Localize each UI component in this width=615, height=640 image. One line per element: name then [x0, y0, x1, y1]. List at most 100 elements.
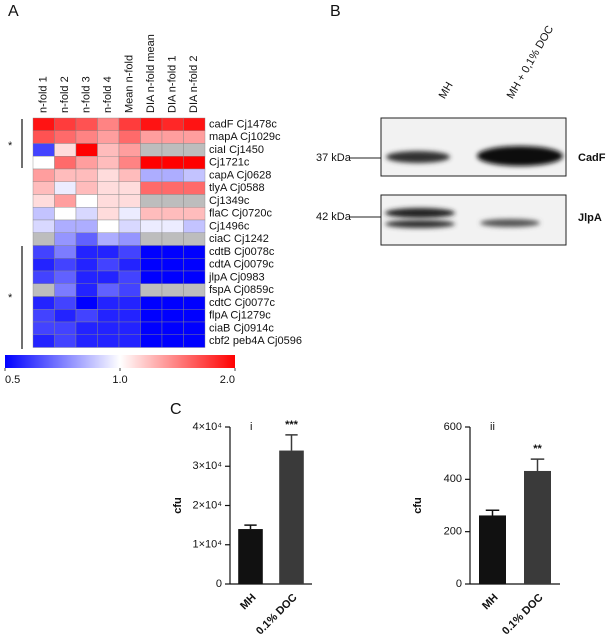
cell: [32, 207, 55, 221]
row-label: cdtC Cj0077c: [209, 297, 276, 309]
x-tick-label: 0.1% DOC: [254, 592, 300, 638]
cell: [54, 296, 77, 310]
cell: [97, 143, 120, 157]
cell: [183, 181, 206, 195]
band: [385, 208, 455, 218]
cell: [97, 232, 120, 246]
cell: [161, 181, 184, 195]
cell: [54, 207, 77, 221]
cell: [32, 283, 55, 297]
cell: [118, 283, 141, 297]
cell: [97, 296, 120, 310]
y-tick-label: 3×10⁴: [192, 460, 222, 472]
row-label: mapA Cj1029c: [209, 131, 281, 143]
cell: [75, 130, 98, 144]
row-label: cadF Cj1478c: [209, 118, 277, 130]
cell: [140, 296, 163, 310]
marker-label: 42 kDa: [316, 211, 352, 223]
row-label: jlpA Cj0983: [208, 271, 265, 283]
colorbar-tick-label: 2.0: [220, 374, 235, 386]
cell: [140, 181, 163, 195]
column-label: n-fold 2: [59, 76, 71, 113]
cell: [161, 283, 184, 297]
cell: [118, 270, 141, 284]
row-label: tlyA Cj0588: [209, 182, 265, 194]
y-axis-label: cfu: [172, 497, 184, 514]
bar: [524, 470, 551, 584]
cell: [54, 117, 77, 131]
cell: [97, 270, 120, 284]
cell: [118, 334, 141, 348]
cell: [97, 168, 120, 182]
column-label: n-fold 1: [38, 76, 50, 113]
cell: [75, 321, 98, 335]
cell: [75, 219, 98, 233]
cell: [161, 245, 184, 259]
panel-label: A: [8, 3, 19, 20]
cell: [32, 219, 55, 233]
cell: [97, 194, 120, 208]
cell: [54, 168, 77, 182]
significance: ***: [285, 419, 299, 431]
y-tick-label: 0: [456, 578, 462, 590]
cell: [183, 334, 206, 348]
cell: [97, 156, 120, 170]
cell: [183, 219, 206, 233]
cell: [161, 258, 184, 272]
cell: [183, 270, 206, 284]
error-bar: [530, 458, 545, 471]
colorbar-tick-label: 0.5: [5, 374, 20, 386]
cell: [183, 245, 206, 259]
cell: [54, 245, 77, 259]
cell: [97, 258, 120, 272]
cell: [32, 296, 55, 310]
row-label: Cj1349c: [209, 195, 250, 207]
cell: [32, 194, 55, 208]
colorbar: [5, 355, 235, 368]
cell: [32, 168, 55, 182]
cell: [75, 156, 98, 170]
cell: [118, 245, 141, 259]
x-tick-label: MH: [480, 592, 501, 613]
cell: [118, 181, 141, 195]
cell: [97, 309, 120, 323]
y-tick-label: 2×10⁴: [192, 499, 222, 511]
panel-label: B: [330, 3, 341, 20]
y-tick-label: 4×10⁴: [192, 421, 222, 433]
bar: [238, 529, 263, 584]
row-label: capA Cj0628: [209, 169, 271, 181]
band: [385, 220, 455, 228]
cell: [32, 245, 55, 259]
column-label: Mean n-fold: [124, 55, 136, 113]
row-label: flaC Cj0720c: [209, 208, 272, 220]
cell: [97, 334, 120, 348]
y-axis-label: cfu: [412, 497, 424, 514]
cell: [75, 168, 98, 182]
cell: [140, 143, 163, 157]
cell: [161, 321, 184, 335]
cell: [97, 130, 120, 144]
cell: [118, 143, 141, 157]
cell: [118, 207, 141, 221]
band: [480, 219, 540, 227]
row-label: Cj1496c: [209, 220, 250, 232]
cell: [32, 309, 55, 323]
cell: [97, 321, 120, 335]
x-tick-label: 0.1% DOC: [500, 592, 546, 638]
cell: [118, 321, 141, 335]
cell: [54, 232, 77, 246]
significance: **: [533, 443, 542, 455]
cell: [75, 232, 98, 246]
cell: [183, 283, 206, 297]
cell: [32, 130, 55, 144]
cell: [161, 130, 184, 144]
y-tick-label: 600: [444, 421, 462, 433]
cell: [75, 309, 98, 323]
cell: [75, 283, 98, 297]
y-tick-label: 400: [444, 473, 462, 485]
cell: [161, 168, 184, 182]
y-tick-label: 200: [444, 526, 462, 538]
cell: [75, 270, 98, 284]
subtitle: i: [250, 421, 252, 433]
cell: [161, 334, 184, 348]
